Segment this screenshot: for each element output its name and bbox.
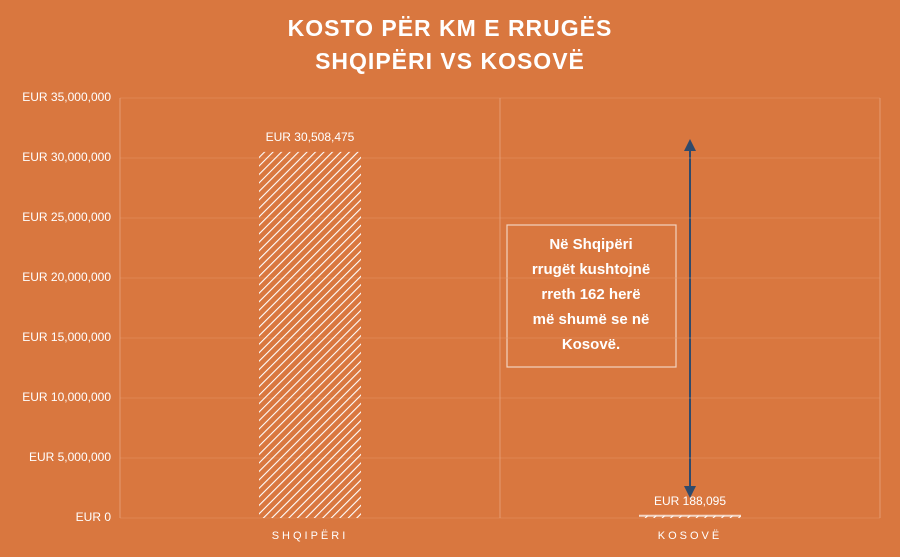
y-tick-label: EUR 30,000,000 <box>22 150 111 164</box>
x-tick-label: SHQIPËRI <box>272 530 349 542</box>
x-tick-label: KOSOVË <box>658 530 722 542</box>
y-tick-label: EUR 20,000,000 <box>22 270 111 284</box>
value-label: EUR 188,095 <box>654 494 726 508</box>
y-tick-label: EUR 35,000,000 <box>22 90 111 104</box>
chart-title: KOSTO PËR KM E RRUGËS <box>288 15 613 41</box>
annotation-line: Në Shqipëri <box>549 236 632 253</box>
bar <box>639 515 741 518</box>
annotation-box <box>506 224 677 368</box>
bar <box>259 151 361 518</box>
y-tick-label: EUR 10,000,000 <box>22 390 111 404</box>
annotation-line: rreth 162 herë <box>541 286 640 303</box>
y-tick-label: EUR 0 <box>76 510 112 524</box>
annotation-line: më shumë se në <box>533 311 650 328</box>
annotation-line: rrugët kushtojnë <box>532 261 650 278</box>
y-tick-label: EUR 25,000,000 <box>22 210 111 224</box>
y-tick-label: EUR 15,000,000 <box>22 330 111 344</box>
value-label: EUR 30,508,475 <box>266 130 355 144</box>
y-tick-label: EUR 5,000,000 <box>29 450 111 464</box>
bar-edge <box>639 514 741 517</box>
annotation-line: Kosovë. <box>562 336 620 353</box>
chart-subtitle: SHQIPËRI VS KOSOVË <box>315 48 585 74</box>
